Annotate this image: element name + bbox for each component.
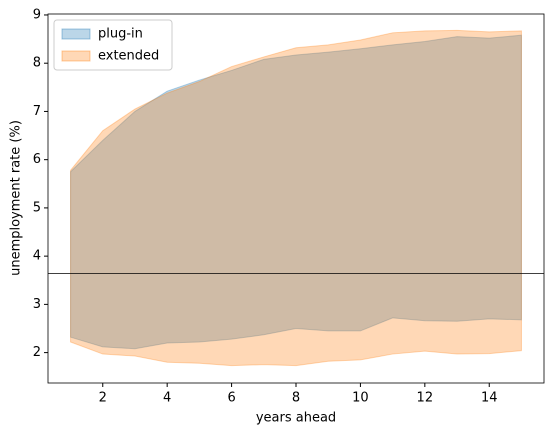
x-tick-label: 2: [99, 391, 107, 406]
y-tick-label: 4: [33, 249, 41, 264]
legend-swatch: [61, 28, 91, 40]
y-tick-label: 9: [33, 7, 41, 22]
x-tick-label: 10: [352, 391, 369, 406]
y-tick-label: 8: [33, 56, 41, 71]
y-tick-label: 2: [33, 345, 41, 360]
x-tick-label: 12: [417, 391, 434, 406]
y-axis-label: unemployment rate (%): [9, 120, 24, 276]
band: [70, 34, 522, 350]
y-tick-label: 6: [33, 152, 41, 167]
band: [70, 29, 522, 367]
legend-label: plug-in: [98, 27, 143, 42]
legend-box: [53, 19, 173, 71]
x-tick-label: 8: [292, 391, 300, 406]
x-tick-label: 14: [481, 391, 498, 406]
y-tick-label: 7: [33, 104, 41, 119]
y-tick-label: 3: [33, 297, 41, 312]
y-tick-label: 5: [33, 200, 41, 215]
x-tick-label: 6: [227, 391, 235, 406]
legend-label: extended: [98, 49, 159, 64]
x-axis-label: years ahead: [256, 411, 336, 426]
x-tick-label: 4: [163, 391, 171, 406]
legend-swatch: [61, 50, 91, 62]
